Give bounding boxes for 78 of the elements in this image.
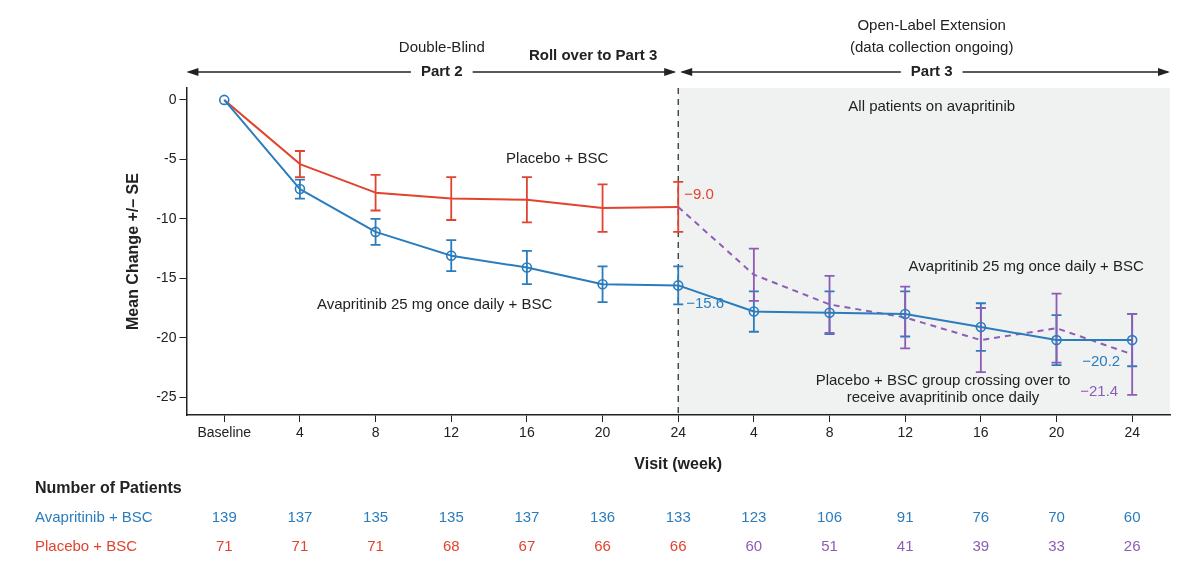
text: 133 — [665, 508, 691, 526]
annotation: Placebo + BSC group crossing over to receive avapritinib once daily — [815, 370, 1071, 405]
text: Avapritinib + BSC — [35, 508, 153, 526]
x-tick-label: 24 — [670, 424, 687, 441]
series-label: Avapritinib 25 mg once daily + BSC — [316, 294, 553, 312]
x-tick-label: Baseline — [197, 424, 252, 441]
x-tick-label: 16 — [973, 424, 989, 441]
text: 76 — [972, 508, 990, 526]
data-label: −20.2 — [1082, 352, 1121, 370]
text: Part 3 — [910, 62, 953, 80]
annotation: Avapritinib 25 mg once daily + BSC — [908, 256, 1145, 274]
point — [899, 308, 911, 320]
text: Placebo + BSC — [35, 537, 138, 555]
text: 91 — [896, 508, 914, 526]
point — [824, 307, 835, 319]
text: 66 — [594, 537, 611, 555]
text: Part 2 — [420, 62, 463, 80]
y-tick-label: -25 — [156, 388, 177, 405]
data-label: −15.6 — [686, 293, 725, 311]
data-label: −21.4 — [1080, 382, 1119, 400]
point — [1051, 334, 1062, 346]
x-tick-label: 16 — [519, 424, 535, 441]
x-tick-label: 12 — [443, 424, 460, 441]
text: 137 — [287, 508, 313, 526]
text: Number of Patients — [35, 479, 182, 497]
text: Placebo + BSC — [506, 149, 609, 167]
x-tick-label: 8 — [371, 424, 380, 441]
point — [370, 226, 381, 238]
text: Double-Blind — [398, 38, 485, 56]
point — [672, 280, 684, 291]
x-tick-label: 24 — [1124, 424, 1141, 441]
text: 70 — [1048, 508, 1065, 526]
x-axis-title: Visit (week) — [634, 454, 723, 472]
x-tick-label: 4 — [749, 424, 758, 441]
text: 106 — [817, 508, 843, 526]
annotation: All patients on avapritinib — [848, 97, 1016, 115]
y-tick-label: -5 — [163, 150, 177, 167]
point — [445, 250, 457, 261]
y-tick-label: 0 — [168, 90, 177, 107]
text: 60 — [1123, 508, 1141, 526]
text: 51 — [821, 537, 838, 555]
data-label: −9.0 — [684, 185, 714, 203]
y-tick-label: -20 — [156, 328, 177, 345]
text: 66 — [669, 537, 687, 555]
text: 68 — [442, 537, 460, 555]
x-tick-label: 20 — [594, 424, 611, 441]
text: 135 — [363, 508, 389, 526]
point — [521, 262, 533, 273]
text: 137 — [514, 508, 540, 526]
x-tick-label: 12 — [897, 424, 914, 441]
text: 71 — [215, 537, 233, 555]
y-tick-label: -15 — [156, 269, 177, 286]
text: 33 — [1048, 537, 1065, 555]
point — [975, 321, 987, 333]
text: 41 — [896, 537, 914, 555]
point — [597, 278, 608, 290]
x-tick-label: 20 — [1048, 424, 1065, 441]
text: 139 — [211, 508, 237, 526]
text: 136 — [590, 508, 616, 526]
text: 71 — [367, 537, 384, 555]
text: 135 — [438, 508, 464, 526]
x-tick-label: 4 — [296, 424, 305, 441]
text: Open-Label Extension — [857, 16, 1006, 34]
text: 71 — [291, 537, 309, 555]
point — [218, 94, 230, 106]
text: (data collection ongoing) — [849, 38, 1014, 56]
point — [748, 306, 760, 317]
y-tick-label: -10 — [156, 209, 177, 226]
y-axis-title: Mean Change +/– SE — [124, 172, 142, 330]
text: 39 — [972, 537, 990, 555]
text: 26 — [1123, 537, 1141, 555]
text: 67 — [518, 537, 536, 555]
point — [294, 183, 306, 195]
text: 60 — [745, 537, 763, 555]
text: 123 — [741, 508, 767, 526]
text: Roll over to Part 3 — [528, 46, 658, 64]
point — [1126, 334, 1138, 346]
x-tick-label: 8 — [825, 424, 834, 441]
